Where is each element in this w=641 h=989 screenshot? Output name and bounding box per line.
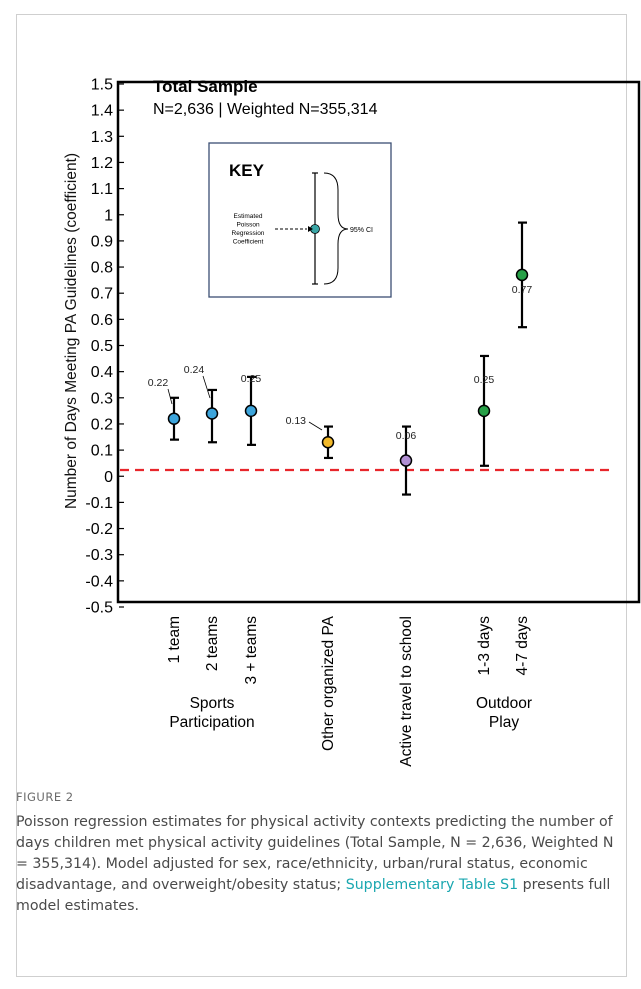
y-tick-label: 1.3 [91, 129, 113, 146]
y-axis: 1.5 1.4 1.3 1.2 1.1 1 0.9 0.8 0.7 0.6 0.5 0.4 0.3 0.2… [85, 77, 124, 617]
category-label: Active travel to school [398, 616, 415, 767]
plot-area [116, 80, 641, 604]
y-tick-label: 1.1 [91, 181, 113, 198]
y-tick-label: 0.5 [91, 338, 113, 355]
category-label: 4-7 days [514, 616, 531, 676]
value-label: 0.13 [286, 415, 307, 427]
key-estimate-label-line: Regression [232, 230, 265, 237]
figure-label: FIGURE 2 [16, 790, 74, 804]
key-estimate-label-line: Estimated [234, 213, 263, 220]
y-axis-label: Number of Days Meeting PA Guidelines (co… [63, 153, 80, 509]
estimate-marker [244, 404, 258, 418]
y-tick-label: 1.5 [91, 77, 113, 94]
category-label: 1-3 days [476, 616, 493, 676]
caption-body: Poisson regression estimates for physica… [16, 814, 614, 893]
value-label: 0.06 [396, 430, 417, 442]
y-tick-label: 0 [104, 469, 113, 486]
category-label: Other organized PA [320, 615, 337, 751]
caption-end: presents full model estimates. [16, 877, 611, 914]
group-label: Outdoor [476, 695, 532, 712]
x-axis-labels: 1 team 2 teams 3 + teams Other organized PA… [166, 615, 531, 766]
y-tick-label: 0.9 [91, 233, 113, 250]
group-labels: Sports Participation Outdoor Play [169, 695, 532, 731]
y-tick-label: 0.6 [91, 312, 113, 329]
value-label: 0.24 [184, 364, 205, 376]
y-tick-label: 0.3 [91, 390, 113, 407]
supplementary-table-link[interactable]: Supplementary Table S1 [345, 877, 519, 893]
group-label: Sports [190, 695, 235, 712]
key-ci-brace [323, 172, 349, 285]
key-arrow-head [308, 226, 313, 232]
category-label: 3 + teams [243, 616, 260, 685]
y-tick-label: 1 [104, 207, 113, 224]
value-label: 0.22 [148, 377, 169, 389]
group-label: Participation [169, 714, 254, 731]
estimate-marker [321, 436, 335, 449]
y-tick-label: 0.4 [91, 364, 113, 381]
y-tick-label: -0.4 [85, 573, 113, 590]
label-leader [167, 388, 173, 405]
estimate-marker [515, 268, 529, 282]
value-label: 0.25 [474, 374, 495, 386]
label-leader [202, 375, 211, 399]
value-label: 0.77 [512, 284, 533, 296]
group-label: Play [489, 714, 519, 731]
key-ci-label: 95% CI [350, 227, 373, 234]
label-leader [308, 421, 323, 431]
y-tick-label: 1.4 [91, 103, 113, 120]
y-tick-label: -0.2 [85, 521, 113, 538]
estimate-marker [205, 407, 219, 420]
y-tick-label: 0.8 [91, 260, 113, 277]
category-label: 1 team [166, 616, 183, 663]
chart-title: Total Sample [153, 77, 258, 96]
y-tick-label: 0.2 [91, 416, 113, 433]
y-tick-label: -0.5 [85, 600, 113, 617]
y-tick-label: 0.1 [91, 443, 113, 460]
estimate-marker [399, 454, 413, 467]
key-title: KEY [229, 161, 265, 180]
caption-text: Poisson regression estimates for physica… [16, 812, 616, 917]
estimate-marker [167, 412, 181, 425]
chart: 1.5 1.4 1.3 1.2 1.1 1 0.9 0.8 0.7 0.6 0.5 0.4 0.3 0.2… [63, 77, 641, 767]
y-tick-label: -0.1 [85, 495, 113, 512]
chart-subtitle: N=2,636 | Weighted N=355,314 [153, 101, 378, 118]
y-tick-label: -0.3 [85, 547, 113, 564]
value-label: 0.25 [241, 373, 262, 385]
estimate-marker [477, 404, 491, 418]
category-label: 2 teams [204, 616, 221, 671]
y-tick-label: 1.2 [91, 155, 113, 172]
y-tick-label: 0.7 [91, 286, 113, 303]
key-estimate-label-line: Coefficient [233, 239, 264, 246]
data-marks: 0.22 0.24 0.25 0.13 0.06 0.25 0.77 [148, 221, 533, 496]
key-estimate-label-line: Poisson [236, 222, 260, 229]
figure-caption: FIGURE 2 Poisson regression estimates fo… [16, 790, 616, 917]
